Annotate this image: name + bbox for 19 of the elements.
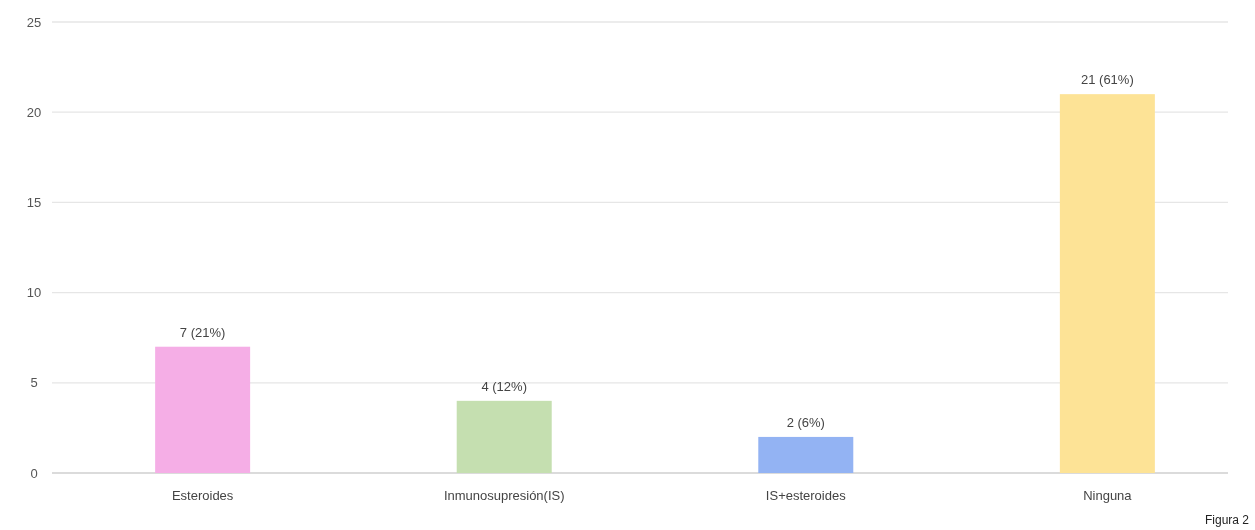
data-label: 4 (12%) bbox=[481, 378, 527, 394]
x-tick-label: Inmunosupresión(IS) bbox=[443, 488, 565, 503]
y-tick-label: 20 bbox=[26, 104, 42, 120]
bar bbox=[456, 400, 552, 473]
y-tick-label: 0 bbox=[30, 465, 38, 481]
data-label: 2 (6%) bbox=[786, 414, 825, 430]
data-label: 7 (21%) bbox=[179, 324, 226, 340]
data-label: 21 (61%) bbox=[1080, 72, 1134, 88]
bar bbox=[155, 346, 251, 473]
x-tick-label: IS+esteroides bbox=[765, 488, 847, 503]
bar bbox=[758, 436, 854, 473]
y-tick-label: 15 bbox=[26, 194, 42, 210]
bar bbox=[1059, 94, 1155, 473]
y-tick-label: 25 bbox=[26, 14, 42, 30]
x-tick-label: Esteroides bbox=[171, 488, 234, 503]
x-tick-label: Ninguna bbox=[1083, 488, 1133, 503]
y-tick-label: 5 bbox=[30, 375, 38, 391]
y-tick-label: 10 bbox=[26, 285, 42, 301]
text: Figura 2 bbox=[1204, 513, 1250, 527]
